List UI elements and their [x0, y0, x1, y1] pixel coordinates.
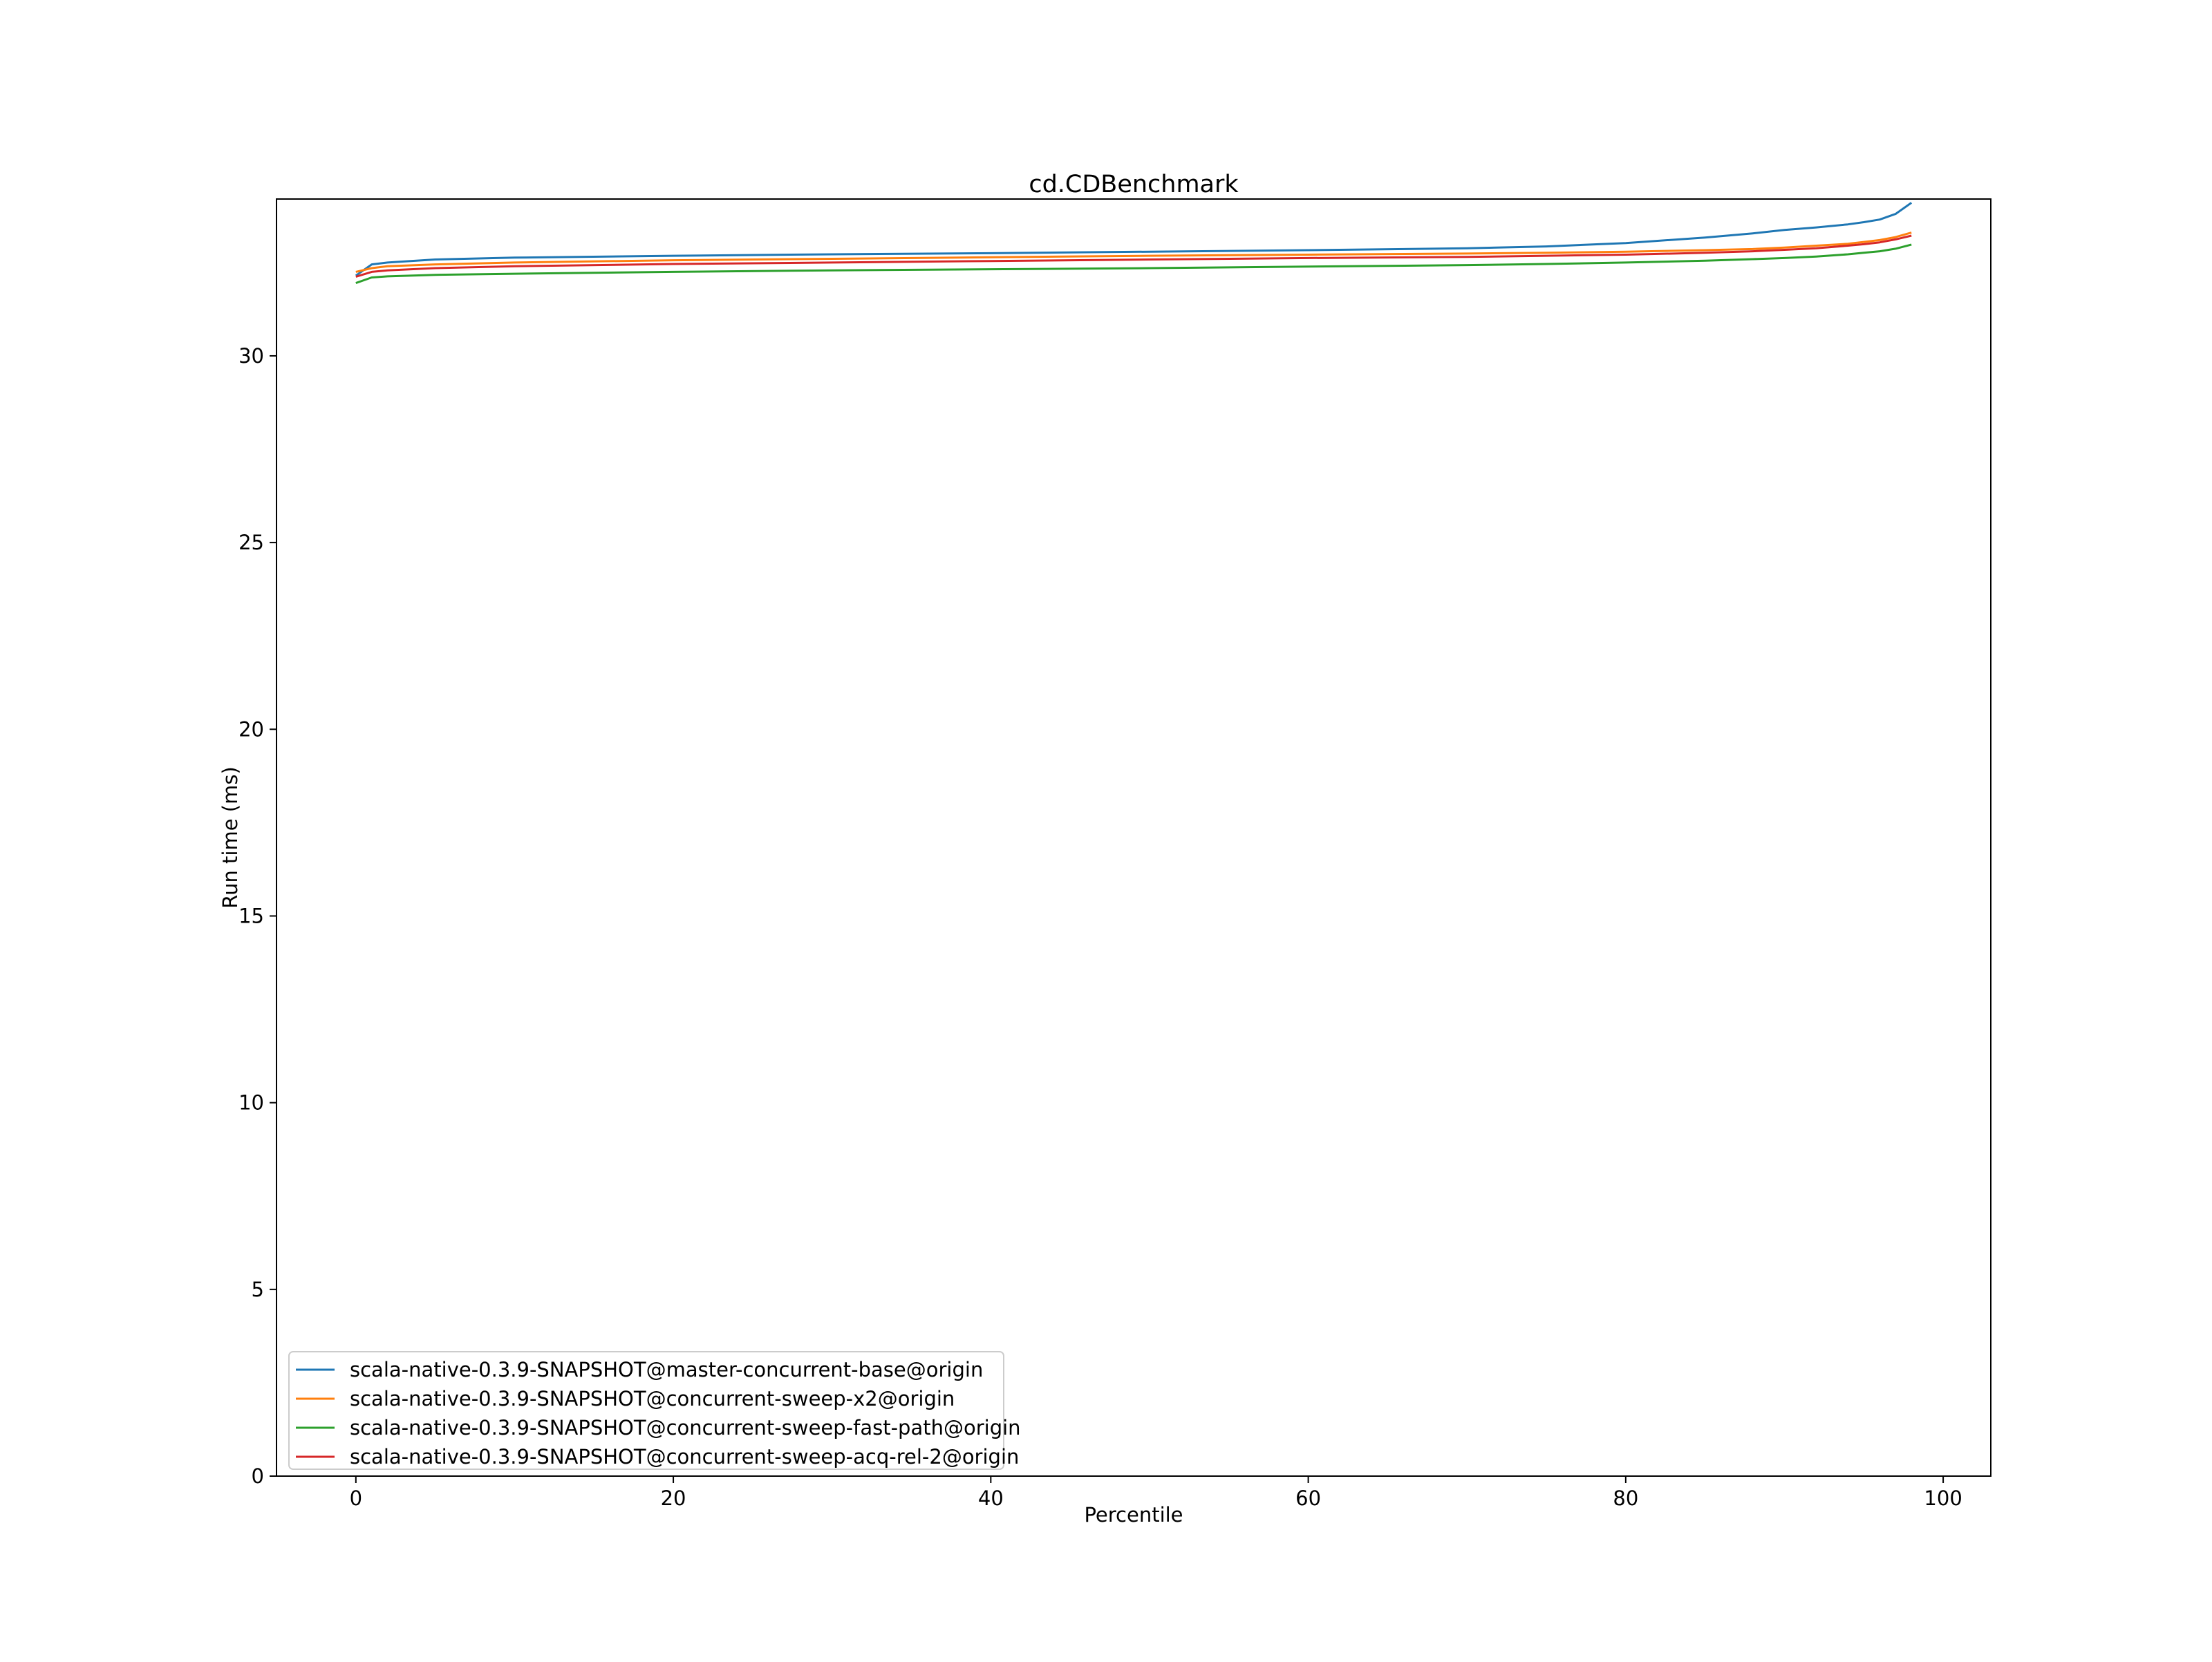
- y-tick-label: 25: [238, 531, 264, 554]
- legend-label-4: scala-native-0.3.9-SNAPSHOT@concurrent-s…: [350, 1445, 1019, 1469]
- y-tick-label: 10: [238, 1091, 264, 1115]
- y-tick-label: 15: [238, 904, 264, 927]
- y-axis-label: Run time (ms): [218, 766, 242, 909]
- x-tick-label: 0: [350, 1486, 362, 1510]
- x-tick-label: 20: [661, 1486, 686, 1510]
- y-tick-label: 5: [252, 1278, 264, 1301]
- x-tick-label: 80: [1613, 1486, 1638, 1510]
- y-tick-label: 20: [238, 717, 264, 741]
- legend-label-1: scala-native-0.3.9-SNAPSHOT@master-concu…: [350, 1358, 983, 1381]
- legend: scala-native-0.3.9-SNAPSHOT@master-concu…: [289, 1352, 1021, 1469]
- legend-label-2: scala-native-0.3.9-SNAPSHOT@concurrent-s…: [350, 1387, 955, 1410]
- x-tick-label: 40: [978, 1486, 1004, 1510]
- legend-label-3: scala-native-0.3.9-SNAPSHOT@concurrent-s…: [350, 1416, 1021, 1439]
- x-tick-label: 60: [1295, 1486, 1321, 1510]
- x-tick-label: 100: [1924, 1486, 1962, 1510]
- y-tick-label: 0: [252, 1464, 264, 1488]
- chart-title: cd.CDBenchmark: [1029, 171, 1239, 198]
- x-axis-label: Percentile: [1084, 1503, 1183, 1527]
- y-tick-label: 30: [238, 344, 264, 368]
